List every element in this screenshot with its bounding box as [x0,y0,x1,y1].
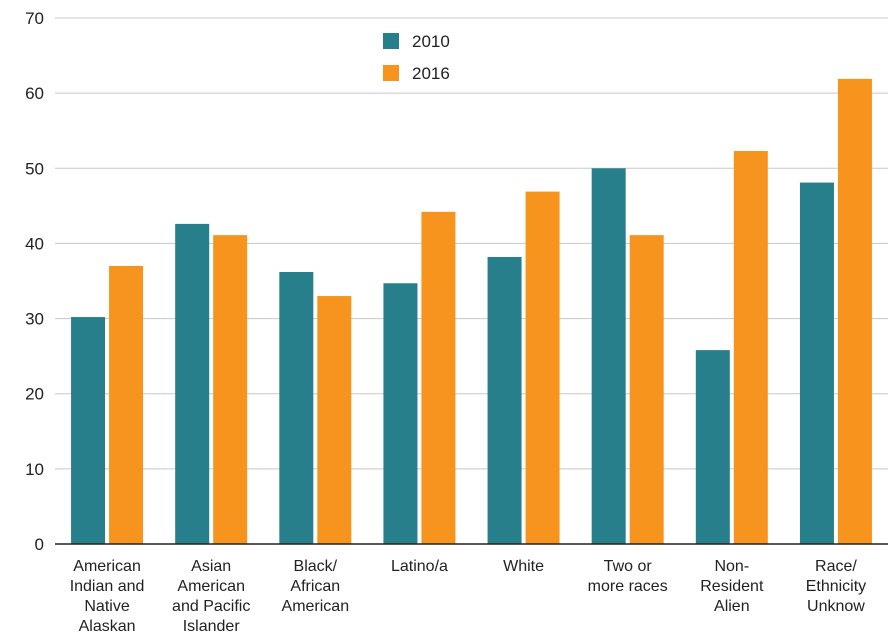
bar-2016 [109,265,144,544]
y-tick-label: 10 [25,460,44,479]
x-category-label-line: American [177,578,245,595]
x-category-label: White [503,558,544,575]
x-category-label-line: White [503,558,544,575]
x-category-label-line: Resident [700,578,764,595]
x-category-label-line: Islander [183,618,241,635]
bar-2010 [695,350,730,544]
bar-2010 [487,256,522,544]
x-category-label-line: American [282,598,350,615]
bar-2016 [213,235,248,545]
bar-2010 [175,223,210,545]
bar-2010 [279,271,314,544]
legend-label: 2016 [412,64,450,83]
x-category-label-line: Alien [714,598,750,615]
x-category-label-line: Non- [714,558,749,575]
x-category-label-line: Indian and [70,578,145,595]
x-category-label: American Indian and Native Alaskan [70,558,145,635]
y-axis-ticks: 0 10 20 30 40 50 60 70 [25,9,44,554]
bar-2016 [317,296,352,544]
y-tick-label: 50 [25,159,44,178]
y-tick-label: 0 [35,535,44,554]
bar-2010 [383,283,418,544]
bar-2010 [591,168,626,545]
x-category-label-line: American [73,558,141,575]
legend-label: 2010 [412,32,450,51]
x-category-label: Two or more races [588,558,668,595]
y-tick-label: 30 [25,310,44,329]
y-tick-label: 60 [25,84,44,103]
x-category-label: Asian American and Pacific Islander [172,558,250,635]
y-tick-label: 20 [25,385,44,404]
x-category-label-line: Latino/a [391,558,448,575]
bars [71,78,872,545]
x-category-label-line: Native [84,598,129,615]
y-tick-label: 70 [25,9,44,28]
bar-2016 [525,191,560,544]
legend-swatch-2010 [383,33,399,49]
x-category-label-line: Unknow [807,598,865,615]
x-category-label-line: and Pacific [172,598,250,615]
x-category-label: Black/African American [282,558,350,615]
bar-2016 [629,235,664,545]
legend: 2010 2016 [383,32,450,83]
legend-swatch-2016 [383,65,399,81]
x-category-label: Latino/a [391,558,448,575]
x-category-label-line: Alaskan [79,618,136,635]
x-category-label-line: Asian [191,558,231,575]
x-category-label-line: more races [588,578,668,595]
bar-2016 [421,211,456,544]
x-category-label-line: Race/ [815,558,857,575]
bar-2016 [733,151,768,544]
x-axis-labels: American Indian and Native Alaskan Asian Amer… [70,558,866,635]
x-category-label-line: Two or [604,558,653,575]
bar-2016 [837,78,872,544]
x-category-label-line: Ethnicity [806,578,866,595]
y-tick-label: 40 [25,234,44,253]
bar-2010 [71,317,106,544]
x-category-label-line: Black/ [294,558,338,575]
x-category-label: Race/Ethnicity Unknow [806,558,866,615]
x-category-label: Non- Resident Alien [700,558,764,615]
bar-2010 [799,182,834,544]
x-category-label-line: African [290,578,340,595]
